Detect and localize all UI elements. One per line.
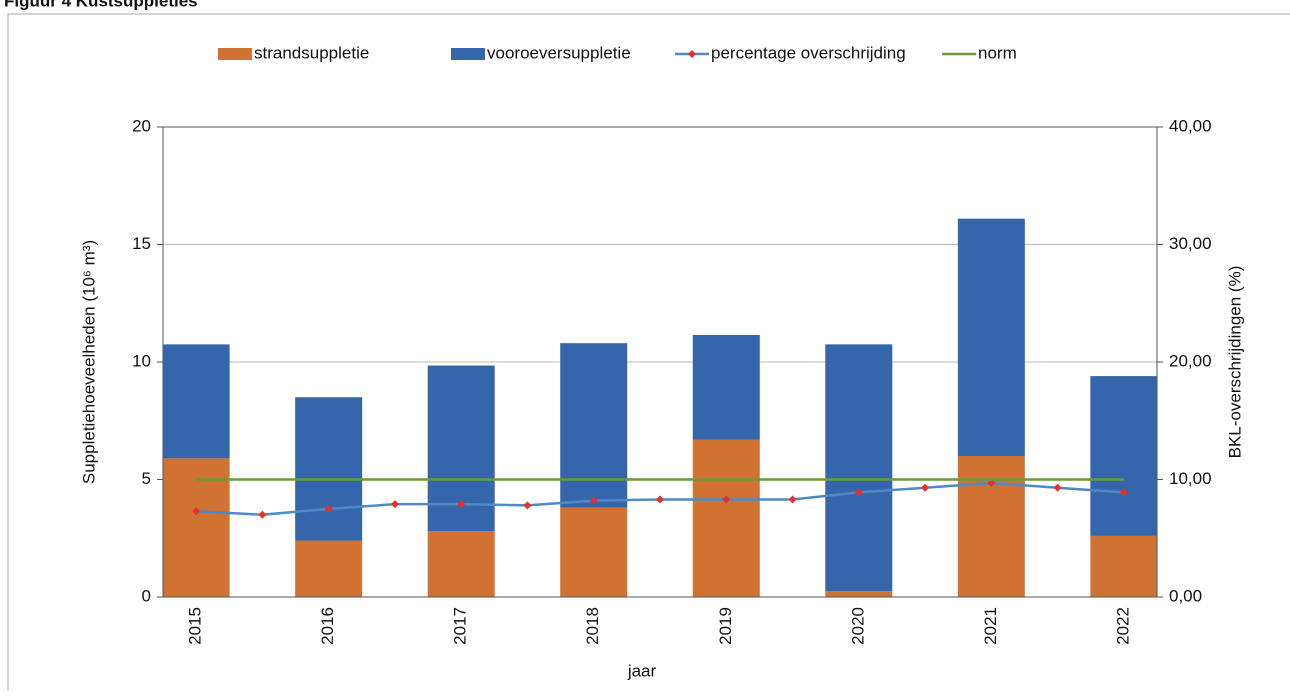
- marker: [1053, 483, 1062, 492]
- x-tick-label: 2018: [583, 607, 602, 645]
- x-tick-label: 2020: [848, 607, 867, 645]
- frame: [7, 13, 1290, 696]
- marker: [722, 495, 731, 504]
- x-tick-label: 2017: [451, 607, 470, 645]
- x-tick-label: 2015: [186, 607, 205, 645]
- bar: [825, 344, 893, 592]
- bar: [295, 397, 363, 541]
- y-tick-label: 5: [142, 469, 151, 488]
- bar: [162, 458, 230, 597]
- marker: [921, 483, 930, 492]
- chart-title: Figuur 4 Kustsuppleties: [4, 0, 198, 10]
- y2-tick-label: 40,00: [1169, 116, 1212, 135]
- bar: [162, 344, 230, 459]
- bar: [560, 343, 628, 508]
- plot-frame: [162, 126, 1158, 598]
- bar: [1090, 535, 1158, 597]
- x-tick-label: 2016: [318, 607, 337, 645]
- marker: [390, 500, 399, 509]
- marker: [589, 496, 598, 505]
- legend-label: percentage overschrijding: [711, 43, 906, 62]
- marker: [788, 495, 797, 504]
- x-tick-label: 2021: [981, 607, 1000, 645]
- bar: [427, 531, 495, 597]
- bar: [692, 439, 760, 597]
- y2-tick-label: 10,00: [1169, 469, 1212, 488]
- y2-tick-label: 20,00: [1169, 351, 1212, 370]
- marker: [523, 501, 532, 510]
- bar: [957, 456, 1025, 597]
- marker: [656, 495, 664, 504]
- x-axis-label: jaar: [627, 661, 657, 680]
- bar: [825, 591, 893, 597]
- bar: [1090, 376, 1158, 536]
- marker: [192, 507, 201, 516]
- x-tick-label: 2022: [1113, 607, 1132, 645]
- legend-swatch: [218, 48, 252, 60]
- y-tick-label: 15: [132, 234, 151, 253]
- marker: [258, 510, 267, 519]
- y-tick-label: 20: [132, 116, 151, 135]
- y2-tick-label: 0,00: [1169, 586, 1202, 605]
- marker: [1119, 488, 1128, 497]
- marker: [457, 500, 466, 509]
- marker: [324, 504, 333, 513]
- bar: [560, 507, 628, 597]
- legend-marker: [688, 50, 696, 58]
- legend-label: norm: [978, 43, 1017, 62]
- marker: [854, 488, 863, 497]
- y-tick-label: 10: [132, 351, 151, 370]
- y-tick-label: 0: [142, 586, 151, 605]
- legend-label: vooroeversuppletie: [487, 43, 631, 62]
- marker: [987, 479, 996, 488]
- bar: [957, 218, 1025, 456]
- y2-axis-label: BKL-overschrijdingen (%): [1225, 266, 1244, 459]
- y2-tick-label: 30,00: [1169, 234, 1212, 253]
- x-tick-label: 2019: [716, 607, 735, 645]
- bar: [692, 334, 760, 440]
- legend-label: strandsuppletie: [254, 43, 369, 62]
- bar: [295, 540, 363, 597]
- legend-swatch: [451, 48, 485, 60]
- y-axis-label: Suppletiehoeveelheden (10⁶ m³): [79, 240, 98, 484]
